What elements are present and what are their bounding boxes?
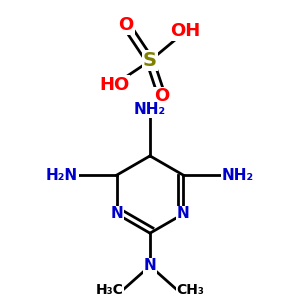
Text: O: O — [118, 16, 134, 34]
Text: N: N — [177, 206, 190, 221]
Text: HO: HO — [99, 76, 130, 94]
Text: H₂N: H₂N — [46, 168, 78, 183]
Text: N: N — [144, 258, 156, 273]
Text: S: S — [143, 51, 157, 70]
Text: O: O — [154, 88, 170, 106]
Text: N: N — [110, 206, 123, 221]
Text: NH₂: NH₂ — [134, 102, 166, 117]
Text: OH: OH — [170, 22, 201, 40]
Text: CH₃: CH₃ — [177, 283, 205, 297]
Text: NH₂: NH₂ — [222, 168, 254, 183]
Text: H₃C: H₃C — [95, 283, 123, 297]
